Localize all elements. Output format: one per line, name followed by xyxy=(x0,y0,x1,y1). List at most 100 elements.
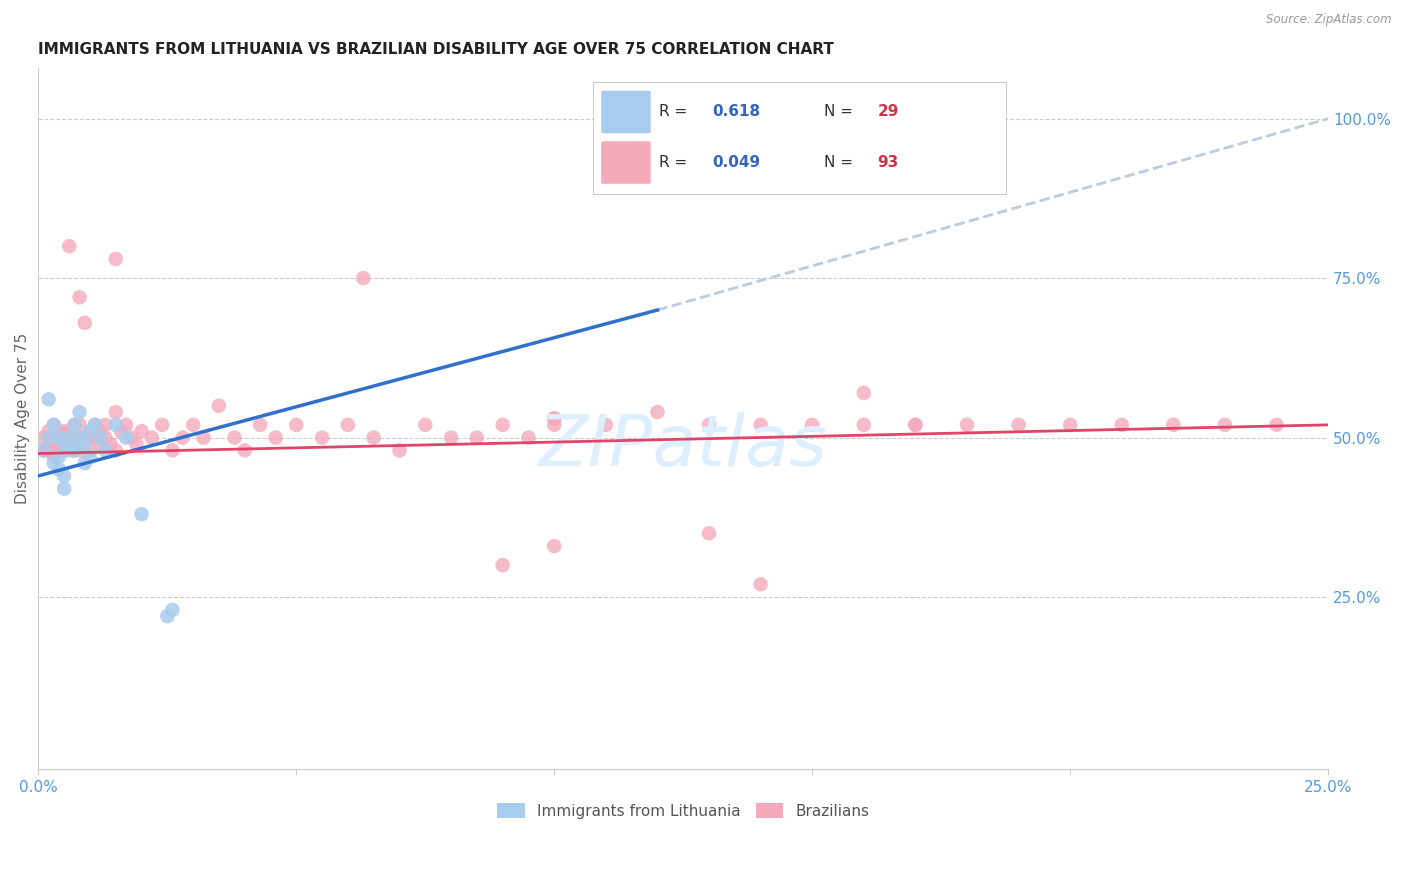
Point xyxy=(69,431,91,445)
Point xyxy=(73,437,96,451)
Point xyxy=(53,469,76,483)
Point xyxy=(104,405,127,419)
Point xyxy=(58,431,80,445)
Point xyxy=(38,437,60,451)
Point xyxy=(53,424,76,438)
Point xyxy=(852,417,875,432)
Point xyxy=(1111,417,1133,432)
Point xyxy=(311,431,333,445)
Point xyxy=(120,431,142,445)
Point xyxy=(73,456,96,470)
Point xyxy=(42,443,65,458)
Point xyxy=(58,431,80,445)
Point xyxy=(697,417,720,432)
Point xyxy=(32,431,55,445)
Point xyxy=(38,424,60,438)
Point xyxy=(249,417,271,432)
Point xyxy=(1213,417,1236,432)
Point xyxy=(162,443,184,458)
Point xyxy=(63,431,86,445)
Point xyxy=(852,386,875,401)
Point xyxy=(492,417,515,432)
Point xyxy=(69,417,91,432)
Point xyxy=(100,437,122,451)
Point xyxy=(53,482,76,496)
Point xyxy=(208,399,231,413)
Point xyxy=(224,431,246,445)
Point xyxy=(543,417,565,432)
Point xyxy=(53,431,76,445)
Text: Source: ZipAtlas.com: Source: ZipAtlas.com xyxy=(1267,13,1392,27)
Point xyxy=(42,417,65,432)
Point xyxy=(79,450,101,464)
Point xyxy=(131,507,153,521)
Point xyxy=(38,392,60,407)
Point xyxy=(84,431,107,445)
Point xyxy=(38,443,60,458)
Point xyxy=(42,450,65,464)
Point xyxy=(89,437,111,451)
Point xyxy=(69,405,91,419)
Point xyxy=(172,431,194,445)
Point xyxy=(264,431,287,445)
Point xyxy=(53,437,76,451)
Point xyxy=(1007,417,1029,432)
Point xyxy=(53,437,76,451)
Point xyxy=(104,417,127,432)
Point xyxy=(69,290,91,304)
Point xyxy=(697,526,720,541)
Point xyxy=(363,431,385,445)
Point xyxy=(89,431,111,445)
Point xyxy=(58,424,80,438)
Point xyxy=(73,431,96,445)
Point xyxy=(388,443,411,458)
Point xyxy=(749,417,772,432)
Text: IMMIGRANTS FROM LITHUANIA VS BRAZILIAN DISABILITY AGE OVER 75 CORRELATION CHART: IMMIGRANTS FROM LITHUANIA VS BRAZILIAN D… xyxy=(38,42,834,57)
Point xyxy=(42,456,65,470)
Point xyxy=(104,443,127,458)
Point xyxy=(801,417,824,432)
Point xyxy=(79,443,101,458)
Point xyxy=(73,316,96,330)
Point xyxy=(115,417,138,432)
Point xyxy=(32,443,55,458)
Point xyxy=(1059,417,1081,432)
Point xyxy=(84,417,107,432)
Point xyxy=(110,424,132,438)
Point xyxy=(193,431,215,445)
Point xyxy=(42,417,65,432)
Point xyxy=(42,431,65,445)
Point xyxy=(749,577,772,591)
Point xyxy=(94,443,117,458)
Point xyxy=(904,417,927,432)
Text: ZIPatlas: ZIPatlas xyxy=(538,412,828,481)
Point xyxy=(162,603,184,617)
Point xyxy=(58,443,80,458)
Point xyxy=(84,417,107,432)
Point xyxy=(69,431,91,445)
Point xyxy=(104,252,127,266)
Point xyxy=(32,443,55,458)
Point xyxy=(904,417,927,432)
Point xyxy=(150,417,173,432)
Point xyxy=(53,443,76,458)
Point xyxy=(79,424,101,438)
Point xyxy=(79,424,101,438)
Point xyxy=(63,417,86,432)
Point xyxy=(465,431,488,445)
Point xyxy=(38,431,60,445)
Y-axis label: Disability Age Over 75: Disability Age Over 75 xyxy=(15,333,30,504)
Point xyxy=(79,431,101,445)
Point xyxy=(956,417,979,432)
Point xyxy=(440,431,463,445)
Point xyxy=(48,437,70,451)
Point xyxy=(115,431,138,445)
Point xyxy=(181,417,204,432)
Point xyxy=(141,431,163,445)
Point xyxy=(352,271,374,285)
Point xyxy=(336,417,359,432)
Point xyxy=(48,462,70,476)
Point xyxy=(647,405,669,419)
Point xyxy=(156,609,179,624)
Legend: Immigrants from Lithuania, Brazilians: Immigrants from Lithuania, Brazilians xyxy=(491,797,876,825)
